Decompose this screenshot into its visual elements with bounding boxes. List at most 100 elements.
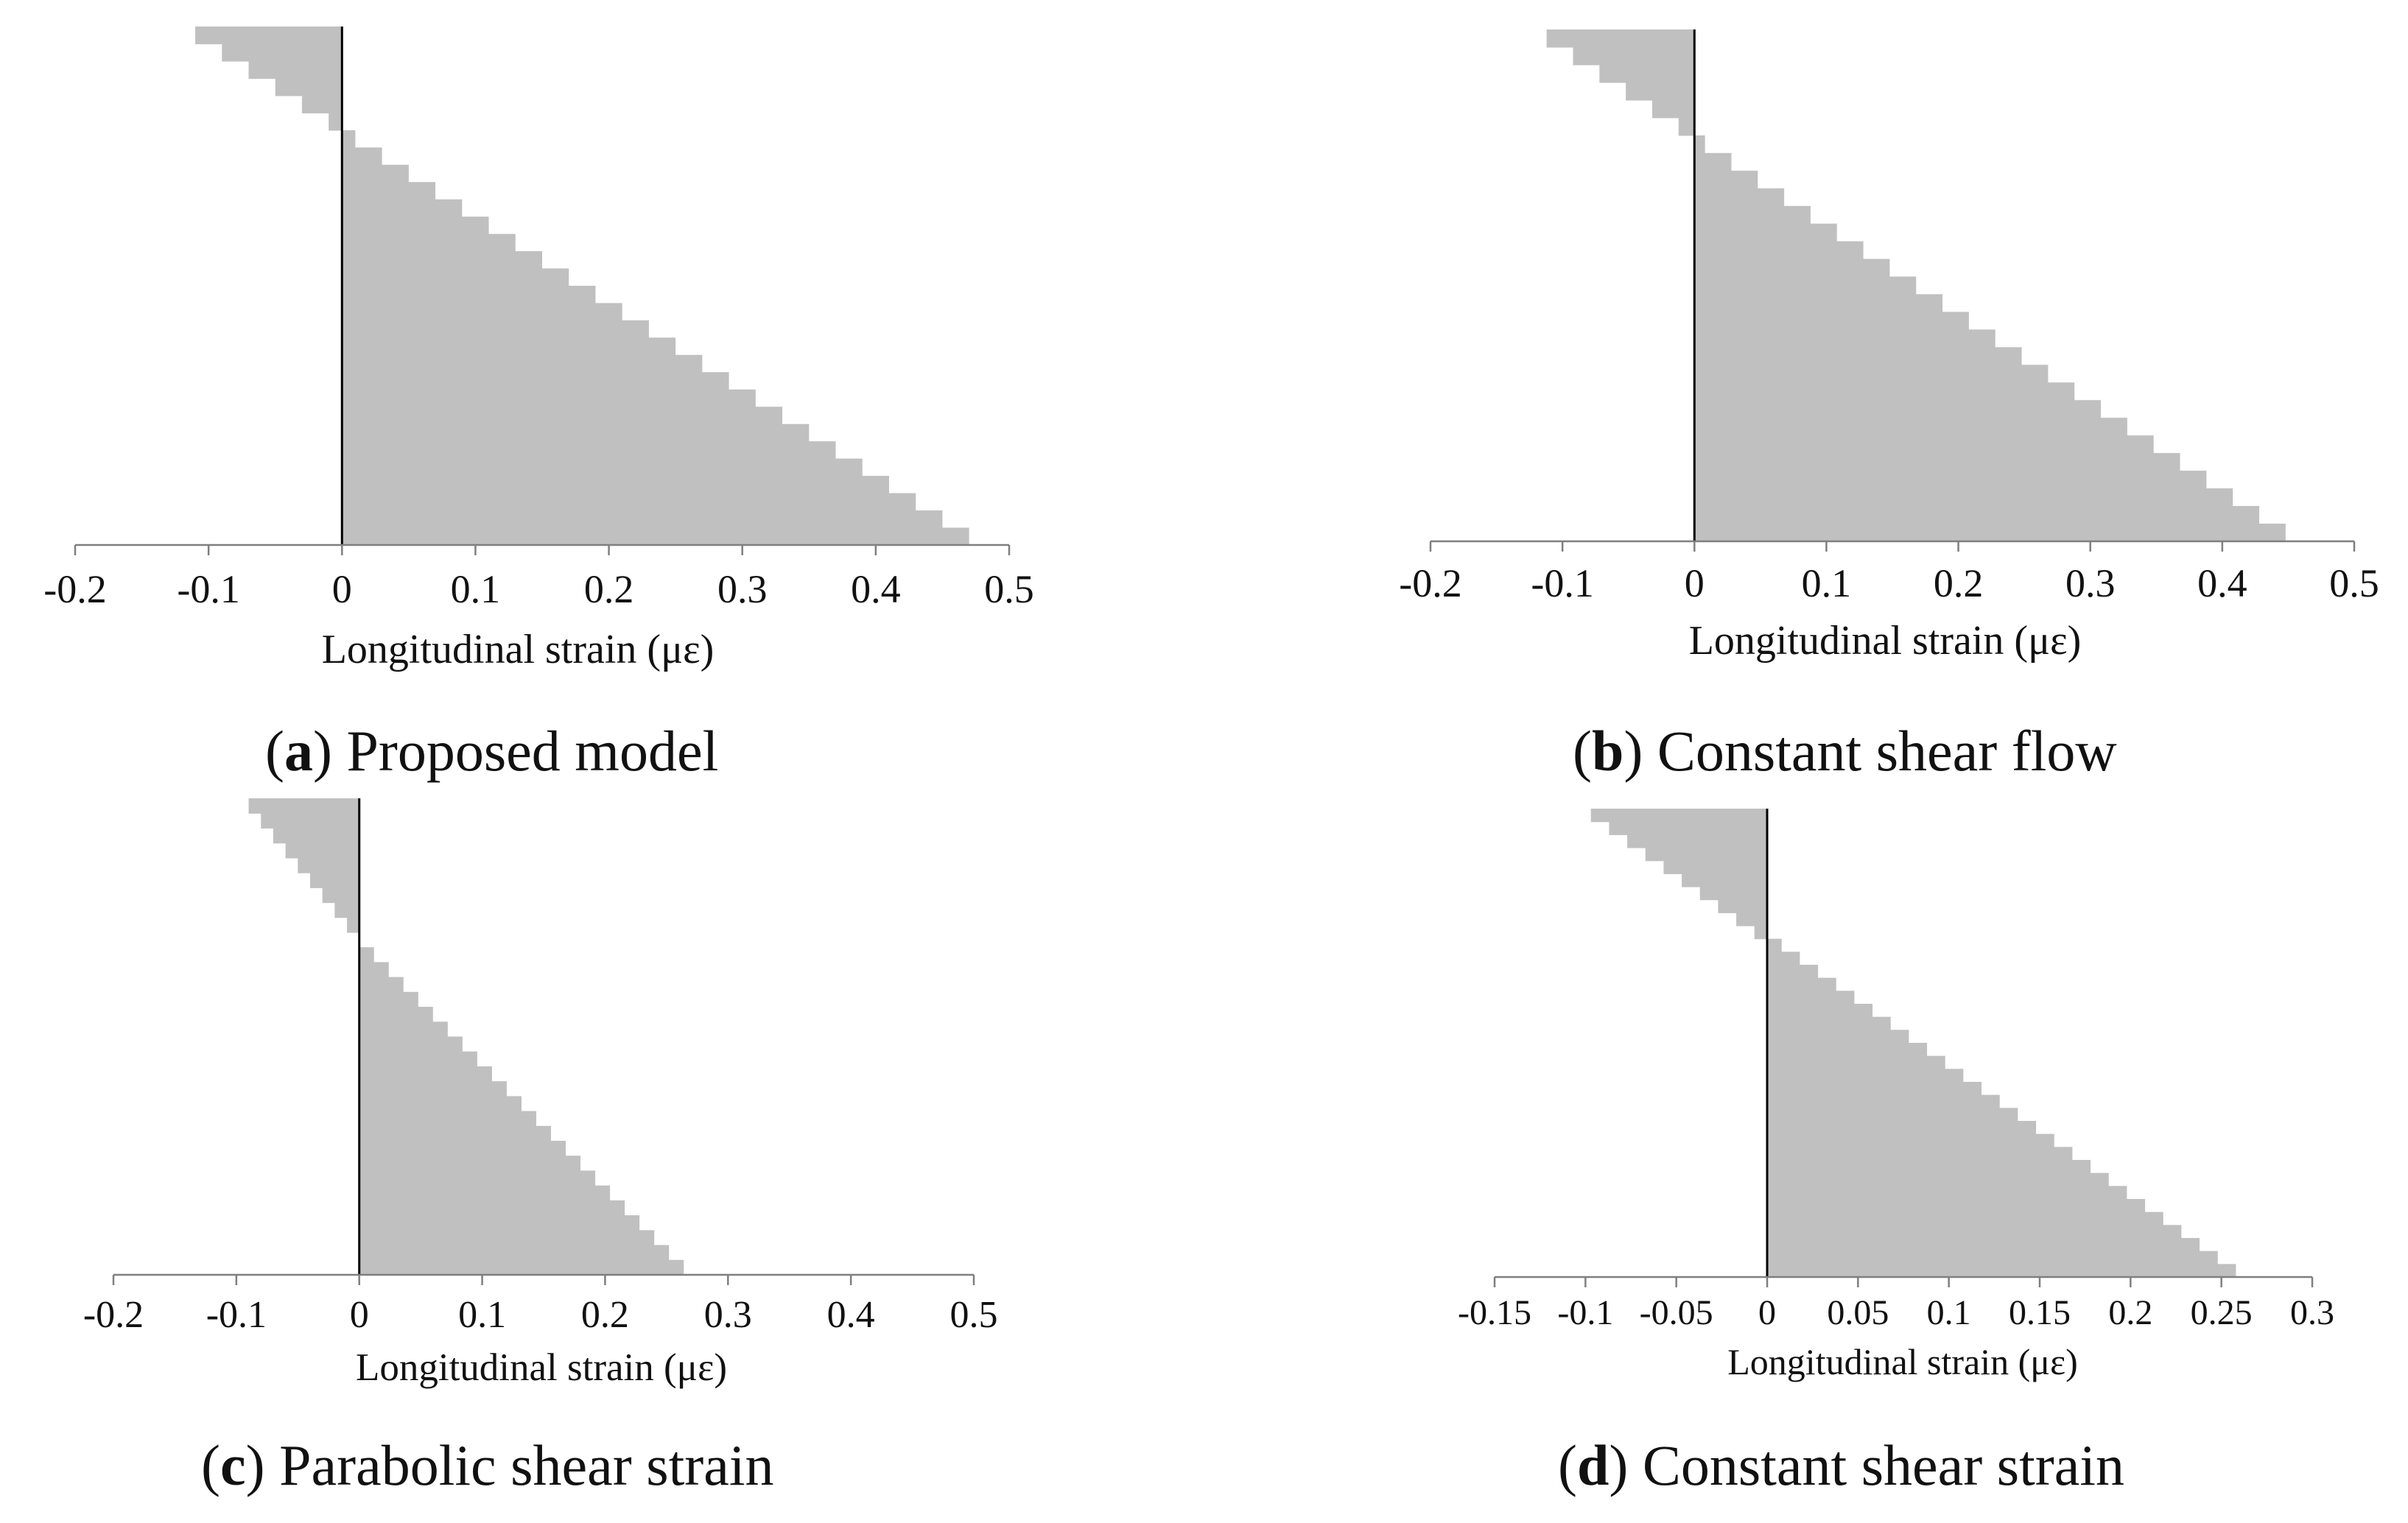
chart-a-bar (342, 407, 783, 425)
chart-d-bar (1767, 1055, 1945, 1069)
chart-c-bar (359, 1200, 625, 1216)
chart-d-tick-label: -0.1 (1557, 1293, 1613, 1332)
chart-d-bar (1767, 1225, 2182, 1239)
chart-b-svg: -0.2 -0.1 0 0.1 0.2 0.3 0.4 0.5 Longitudinal str… (1399, 29, 2379, 664)
chart-c-bar (298, 857, 359, 873)
chart-c-bar (359, 1156, 581, 1172)
chart-d-bar (1767, 1172, 2109, 1186)
chart-b-bar (1599, 64, 1695, 83)
chart-c-x-label: Longitudinal strain (με) (356, 1346, 727, 1389)
chart-a-bar (342, 303, 622, 321)
caption-d: (d) Constant shear strain (1558, 1433, 2125, 1497)
chart-c-bar (347, 917, 359, 933)
chart-a-bar (342, 251, 542, 270)
chart-d-bar (1645, 848, 1767, 862)
chart-c-bar (309, 873, 359, 888)
chart-a-bar (342, 147, 382, 166)
chart-a-bar (342, 441, 836, 460)
chart-a-bar (342, 130, 356, 148)
chart-d-bar (1767, 1160, 2091, 1174)
caption-a-text: Proposed model (346, 719, 719, 783)
chart-d-bar (1767, 1199, 2146, 1213)
chart-b-bar (1694, 453, 2180, 471)
caption-c-text: Parabolic shear strain (279, 1433, 774, 1497)
chart-d-tick-label: 0.05 (1827, 1293, 1889, 1332)
chart-d-bar (1767, 1016, 1891, 1030)
chart-c-bar (359, 1141, 566, 1156)
chart-d-bar (1767, 1094, 2000, 1108)
chart-c-tick-label: 0.2 (581, 1294, 629, 1336)
chart-b-bar (1694, 170, 1758, 189)
chart-d-tick-label: 0.2 (2108, 1293, 2152, 1332)
chart-b-bar (1694, 312, 1969, 331)
chart-b-x-label: Longitudinal strain (με) (1689, 618, 2082, 664)
chart-d-bar (1682, 873, 1767, 887)
chart-a-bar (342, 423, 810, 442)
chart-d-bar (1767, 991, 1855, 1005)
chart-d-bar (1767, 1251, 2218, 1265)
chart-a-bar (342, 320, 649, 338)
chart-a-bar (222, 43, 343, 62)
chart-c-bar (359, 947, 374, 963)
chart-d-bar (1767, 965, 1819, 979)
chart-a-bar (275, 78, 343, 96)
chart-d-bar (1736, 912, 1767, 926)
chart-b-bar (1694, 152, 1732, 172)
chart-b-tick-label: 0.2 (1934, 561, 1984, 605)
chart-b-bar (1573, 46, 1695, 66)
caption-a: (a) Proposed model (265, 719, 719, 783)
chart-c-bar (359, 1230, 655, 1246)
chart-panel-a: -0.2 -0.1 0 0.1 0.2 0.3 0.4 0.5 Longitudinal str… (0, 0, 1204, 762)
chart-a-tick-label: 0.1 (451, 567, 501, 611)
chart-b-bar (1626, 82, 1695, 101)
chart-c-tick-label: -0.1 (206, 1294, 267, 1336)
chart-a-bar (342, 233, 516, 252)
chart-a-tick-label: 0.4 (851, 567, 901, 611)
chart-a-bar (342, 389, 756, 407)
chart-c-bar (359, 1066, 492, 1082)
chart-c-bar (359, 991, 418, 1007)
chart-a-bar (342, 164, 409, 183)
chart-d-bar (1767, 1186, 2127, 1200)
chart-b-bar (1694, 205, 1811, 225)
chart-c-bar (285, 843, 359, 859)
chart-d-tick-label: -0.15 (1458, 1293, 1531, 1332)
chart-c-bar (359, 1215, 640, 1231)
chart-b-bar (1694, 418, 2127, 436)
chart-d-bar (1767, 1264, 2236, 1278)
chart-c-tick-label: 0.4 (827, 1294, 875, 1336)
caption-c-letter: c (220, 1433, 246, 1497)
chart-c-bar (359, 1021, 448, 1038)
chart-c-bar (359, 1081, 507, 1097)
chart-b-bar (1694, 135, 1705, 154)
chart-b-tick-label: 0.1 (1802, 561, 1852, 605)
caption-b: (b) Constant shear flow (1573, 719, 2117, 783)
chart-d-bar (1767, 1004, 1873, 1018)
caption-b-letter: b (1591, 719, 1624, 783)
chart-a-tick-label: 0.2 (584, 567, 634, 611)
chart-a-tick-label: -0.1 (177, 567, 239, 611)
chart-c-tick-label: 0.3 (704, 1294, 752, 1336)
chart-c-bar (359, 1051, 477, 1067)
chart-c-tick-label: 0.1 (458, 1294, 506, 1336)
chart-d-bar (1767, 938, 1782, 952)
chart-d-bar (1754, 926, 1767, 940)
chart-c-bar (334, 902, 359, 918)
chart-b-bar (1694, 276, 1917, 295)
chart-d-bar (1767, 1211, 2163, 1225)
chart-c-bar (359, 1111, 536, 1127)
chart-b-bar (1651, 99, 1695, 119)
chart-b-tick-label: 0.5 (2329, 561, 2379, 605)
chart-b-bar (1694, 435, 2154, 454)
chart-a-bar (342, 354, 703, 373)
chart-c-bar (359, 962, 389, 978)
chart-c-tick-label: -0.2 (83, 1294, 144, 1336)
chart-c-bar (273, 828, 359, 844)
chart-b-bar (1678, 117, 1695, 136)
chart-a-bar (342, 493, 916, 511)
chart-c-bar (359, 1036, 463, 1052)
chart-d-tick-label: 0.25 (2191, 1293, 2253, 1332)
chart-a-tick-label: 0.3 (717, 567, 768, 611)
chart-a-x-label: Longitudinal strain (με) (322, 627, 715, 672)
chart-a-tick-label: 0 (332, 567, 352, 611)
